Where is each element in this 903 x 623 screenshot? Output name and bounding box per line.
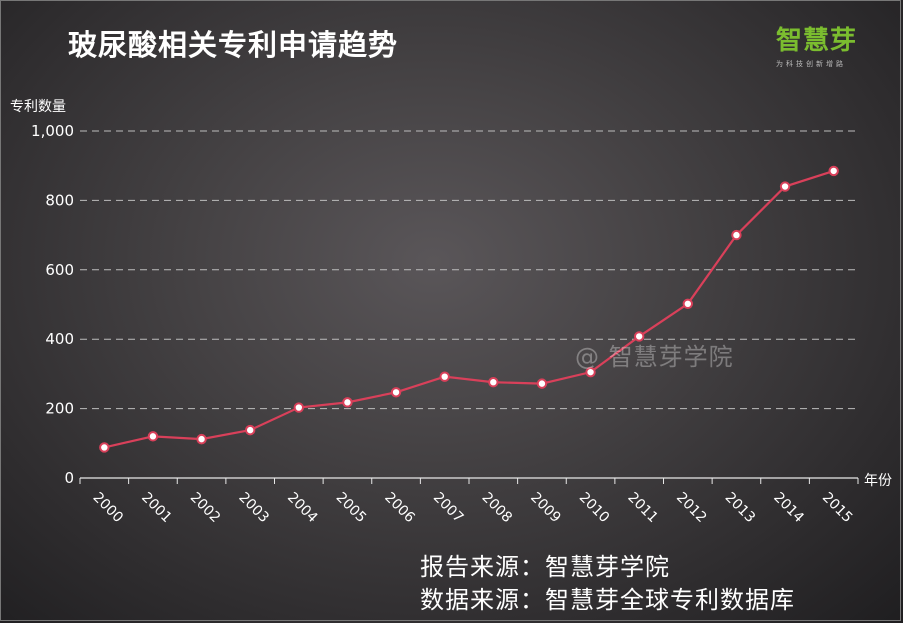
x-tick-label: 2007: [430, 490, 467, 527]
y-tick-label: 400: [45, 330, 74, 348]
logo-text: 智慧芽: [776, 26, 858, 56]
x-tick-label: 2008: [478, 490, 515, 527]
data-point: [244, 424, 256, 436]
watermark: @ 智慧芽学院: [575, 343, 734, 371]
x-tick-label: 2012: [673, 490, 710, 527]
x-tick-label: 2014: [770, 490, 807, 527]
data-point: [828, 165, 839, 177]
data-point: [536, 378, 548, 389]
data-source: 数据来源：智慧芽全球专利数据库: [420, 586, 795, 614]
data-point: [342, 397, 353, 408]
data-point: [682, 298, 694, 310]
data-point: [99, 442, 110, 453]
y-tick-label: 800: [45, 191, 74, 209]
report-source: 报告来源：智慧芽学院: [420, 553, 670, 581]
y-tick-label: 600: [45, 261, 74, 279]
x-tick-label: 2003: [235, 490, 272, 527]
data-point: [439, 371, 450, 382]
series-line: [104, 169, 835, 449]
x-axis-label: 年份: [864, 473, 892, 489]
x-tick-label: 2004: [284, 490, 321, 527]
y-axis-label: 专利数量: [10, 99, 66, 115]
x-tick-label: 2010: [576, 490, 613, 527]
chart-title: 玻尿酸相关专利申请趋势: [68, 28, 399, 62]
data-point: [488, 377, 499, 388]
data-point: [731, 229, 742, 241]
data-point: [147, 431, 159, 442]
data-point: [585, 366, 596, 378]
data-point: [196, 433, 207, 445]
data-point: [779, 181, 791, 192]
y-tick-label: 200: [45, 400, 74, 418]
x-tick-label: 2009: [527, 490, 564, 527]
x-tick-label: 2000: [89, 490, 126, 527]
y-tick-label: 1,000: [31, 122, 74, 140]
x-tick-label: 2011: [624, 490, 661, 527]
data-point: [293, 402, 305, 413]
x-tick-label: 2001: [138, 490, 175, 527]
x-tick-label: 2015: [819, 490, 856, 527]
data-point: [633, 331, 645, 342]
logo-slogan: 为科技创新增路: [776, 60, 846, 68]
x-tick-label: 2005: [333, 490, 370, 527]
data-point: [390, 387, 402, 398]
x-tick-label: 2006: [381, 490, 418, 527]
y-tick-label: 0: [64, 469, 74, 487]
x-tick-label: 2013: [722, 490, 759, 527]
brand-logo: 智慧芽 为科技创新增路: [776, 20, 866, 69]
x-tick-label: 2002: [187, 490, 224, 527]
